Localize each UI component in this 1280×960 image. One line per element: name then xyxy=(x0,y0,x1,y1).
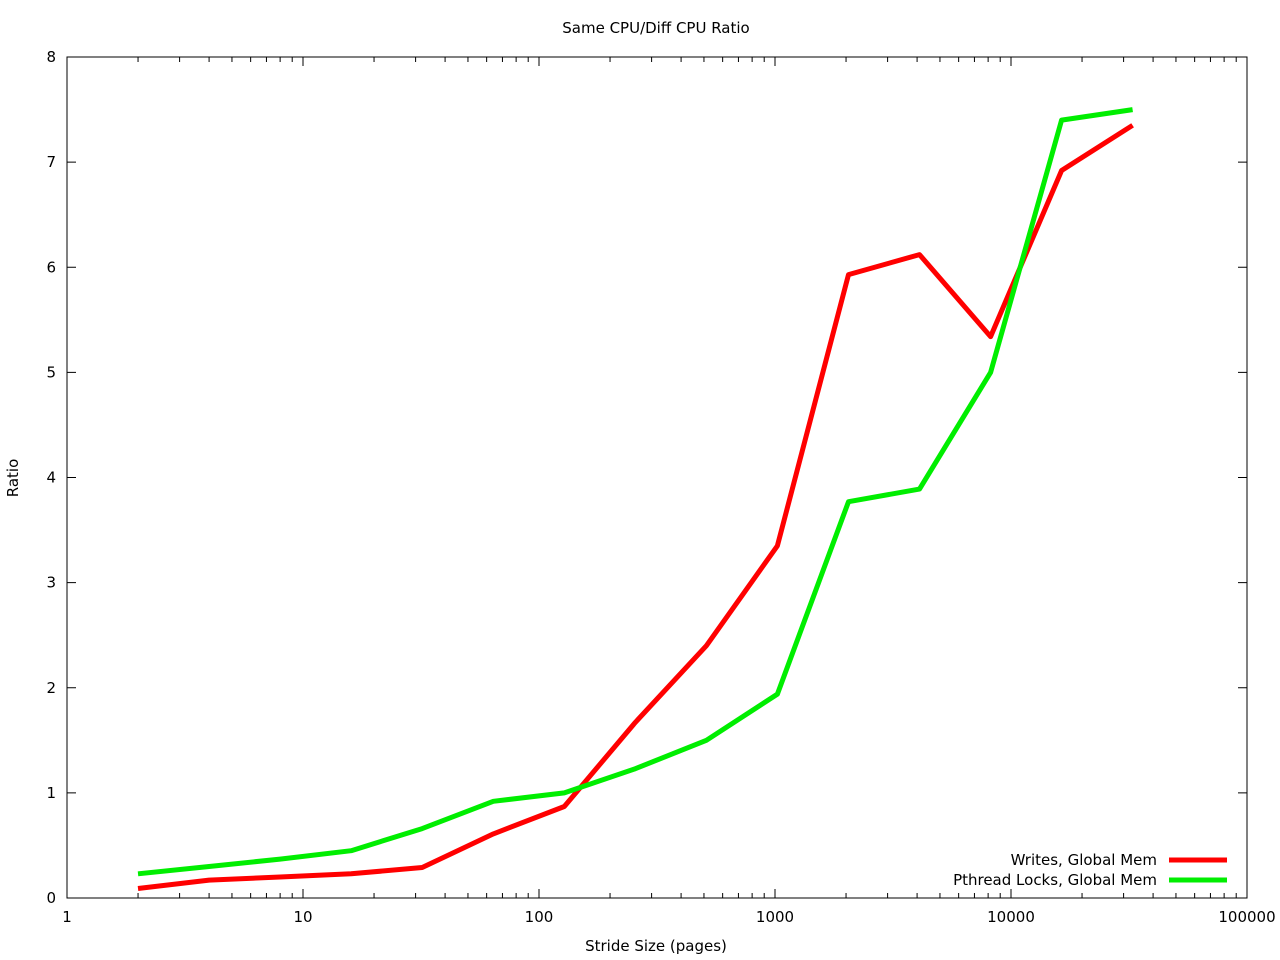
x-axis-label: Stride Size (pages) xyxy=(585,937,727,955)
series-line-2 xyxy=(137,107,1133,877)
x-axis: 1 10 100 1000 10000 100000 xyxy=(62,57,1276,926)
y-tick-label: 5 xyxy=(46,363,56,381)
y-tick-label: 2 xyxy=(46,679,56,697)
y-tick-label: 3 xyxy=(46,574,56,592)
y-tick-label: 1 xyxy=(46,784,56,802)
legend-label-2: Pthread Locks, Global Mem xyxy=(953,871,1157,889)
series-layer xyxy=(137,107,1134,891)
chart-title: Same CPU/Diff CPU Ratio xyxy=(562,19,749,37)
x-tick-label: 100000 xyxy=(1218,908,1275,926)
legend: Writes, Global Mem Pthread Locks, Global … xyxy=(953,851,1227,889)
y-tick-label: 0 xyxy=(46,889,56,907)
x-tick-label: 10 xyxy=(293,908,312,926)
y-axis: 0 1 2 3 4 5 6 7 8 xyxy=(46,48,1247,907)
x-tick-label: 10000 xyxy=(987,908,1035,926)
x-tick-label: 100 xyxy=(525,908,554,926)
legend-label-1: Writes, Global Mem xyxy=(1011,851,1157,869)
y-tick-label: 7 xyxy=(46,153,56,171)
x-tick-label: 1000 xyxy=(756,908,794,926)
y-tick-label: 6 xyxy=(46,258,56,276)
x-tick-label: 1 xyxy=(62,908,72,926)
y-axis-label: Ratio xyxy=(4,459,22,498)
series-line-1 xyxy=(137,123,1134,891)
y-tick-label: 4 xyxy=(46,469,56,487)
y-tick-label: 8 xyxy=(46,48,56,66)
